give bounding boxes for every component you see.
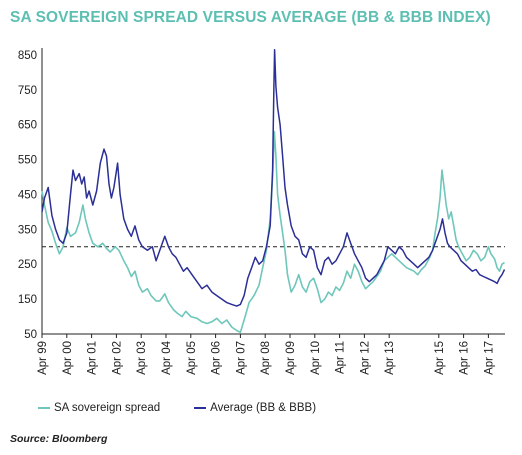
series-line-sa-spread (41, 130, 505, 334)
legend-swatch-sa-spread (38, 407, 50, 409)
y-tick-label: 850 (18, 50, 37, 62)
x-tick-label: Apr 00 (62, 341, 74, 375)
x-tick-label: Apr 03 (136, 341, 148, 375)
x-tick-label: Apr 16 (459, 341, 471, 375)
legend-item-average: Average (BB & BBB) (194, 402, 316, 414)
x-tick-label: Apr 04 (161, 340, 173, 374)
y-tick-label: 650 (18, 120, 37, 132)
x-tick-label: Apr 10 (310, 341, 322, 375)
source-note: Source: Bloomberg (10, 433, 108, 445)
legend-swatch-average (194, 407, 207, 409)
y-tick-label: 350 (18, 224, 37, 236)
x-tick-label: Apr 15 (434, 341, 446, 375)
x-tick-label: Apr 11 (335, 341, 347, 374)
x-axis: Apr 99 Apr 00 Apr 01 Apr 02 Apr 03 Apr 04 Apr … (37, 334, 495, 375)
x-tick-label: Apr 07 (235, 341, 247, 375)
y-tick-label: 250 (18, 259, 37, 271)
legend-label-average: Average (BB & BBB) (210, 402, 317, 414)
legend: SA sovereign spread Average (BB & BBB) (38, 402, 316, 414)
y-tick-label: 50 (24, 329, 37, 341)
y-tick-label: 150 (18, 294, 37, 306)
x-tick-label: Apr 01 (87, 341, 99, 375)
y-axis: 50 150 250 350 450 550 650 750 850 (18, 50, 37, 341)
x-tick-label: Apr 06 (211, 341, 223, 375)
x-tick-label: Apr 05 (186, 341, 198, 375)
x-tick-label: Apr 09 (285, 341, 297, 375)
x-tick-label: Apr 99 (37, 341, 49, 375)
series-line-average (41, 48, 506, 307)
legend-label-sa-spread: SA sovereign spread (54, 402, 161, 414)
x-tick-label: Apr 02 (111, 341, 123, 375)
x-tick-label: Apr 13 (384, 341, 396, 375)
legend-item-sa-spread: SA sovereign spread (38, 402, 160, 414)
y-tick-label: 550 (18, 155, 37, 167)
chart-title: SA SOVEREIGN SPREAD VERSUS AVERAGE (BB &… (10, 9, 491, 26)
y-tick-label: 750 (18, 85, 37, 97)
x-tick-label: Apr 12 (359, 341, 371, 375)
x-tick-label: Apr 08 (260, 341, 272, 375)
x-tick-label: Apr 17 (483, 341, 495, 375)
series-group (41, 48, 506, 334)
y-tick-label: 450 (18, 189, 37, 201)
